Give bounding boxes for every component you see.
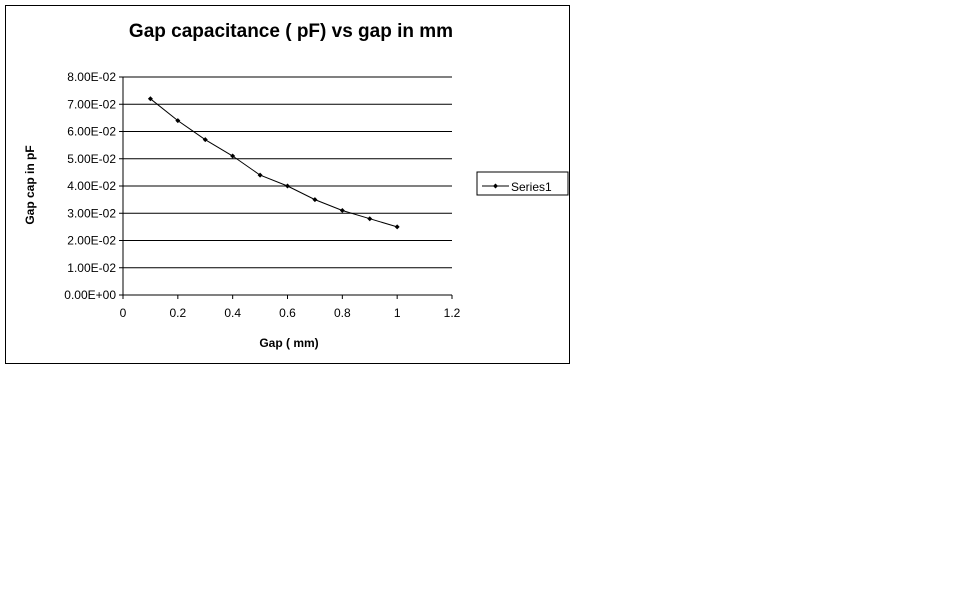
y-tick-label: 5.00E-02	[67, 152, 116, 166]
grid-lines	[123, 76, 452, 269]
series-line	[150, 98, 398, 228]
x-tick-label: 0.4	[224, 306, 241, 320]
axes	[119, 76, 453, 299]
data-point	[394, 224, 400, 230]
x-tick-labels: 0 0.2 0.4 0.6 0.8 1 1.2	[120, 306, 461, 320]
data-point	[175, 118, 181, 124]
x-axis-label: Gap ( mm)	[259, 336, 318, 350]
data-point	[312, 197, 318, 203]
data-point	[367, 216, 373, 222]
data-point	[230, 153, 236, 159]
x-tick-label: 0	[120, 306, 127, 320]
data-point	[202, 137, 208, 143]
y-tick-label: 1.00E-02	[67, 261, 116, 275]
y-tick-label: 3.00E-02	[67, 206, 116, 220]
y-tick-label: 6.00E-02	[67, 125, 116, 139]
data-point	[257, 172, 263, 178]
y-tick-labels: 0.00E+00 1.00E-02 2.00E-02 3.00E-02 4.00E-02…	[64, 70, 116, 302]
legend-marker	[493, 183, 498, 189]
chart-svg: Gap capacitance ( pF) vs gap in mm 0.00E…	[23, 21, 569, 350]
data-point	[285, 183, 290, 189]
y-axis-label: Gap cap in pF	[23, 145, 37, 224]
chart-title: Gap capacitance ( pF) vs gap in mm	[129, 21, 453, 42]
legend-box	[476, 171, 569, 196]
y-tick-label: 4.00E-02	[67, 179, 116, 193]
y-tick-label: 2.00E-02	[67, 234, 116, 248]
series-layer	[147, 96, 400, 230]
x-tick-label: 1	[394, 306, 401, 320]
x-tick-label: 1.2	[444, 306, 461, 320]
x-tick-label: 0.8	[334, 306, 351, 320]
x-tick-label: 0.2	[169, 306, 186, 320]
data-point	[339, 208, 345, 214]
legend-label: Series1	[511, 180, 552, 194]
legend: Series1	[476, 171, 569, 196]
y-tick-label: 8.00E-02	[67, 70, 116, 84]
y-tick-label: 7.00E-02	[67, 97, 116, 111]
chart-frame: Gap capacitance ( pF) vs gap in mm 0.00E…	[5, 5, 570, 364]
x-tick-label: 0.6	[279, 306, 296, 320]
data-point	[147, 96, 153, 102]
y-tick-label: 0.00E+00	[64, 288, 116, 302]
